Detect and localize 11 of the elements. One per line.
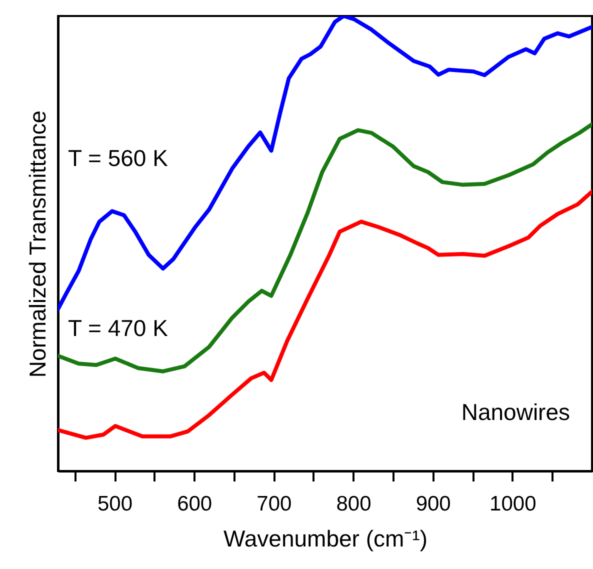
x-tick-label: 700 xyxy=(256,492,292,516)
y-axis-title: Normalized Transmittance xyxy=(24,110,50,378)
annotation: Nanowires xyxy=(461,399,570,425)
text: T = 560 K xyxy=(68,145,169,172)
x-tick-label: 900 xyxy=(416,492,451,516)
x-axis-title: Wavenumber (cm⁻¹) xyxy=(224,526,428,552)
x-tick-label: 800 xyxy=(336,492,372,516)
x-tick-label: 500 xyxy=(97,492,133,516)
series-label: T = 470 K xyxy=(68,314,169,341)
x-tick-label: 600 xyxy=(177,492,212,516)
x-tick-label: 1000 xyxy=(490,492,536,516)
